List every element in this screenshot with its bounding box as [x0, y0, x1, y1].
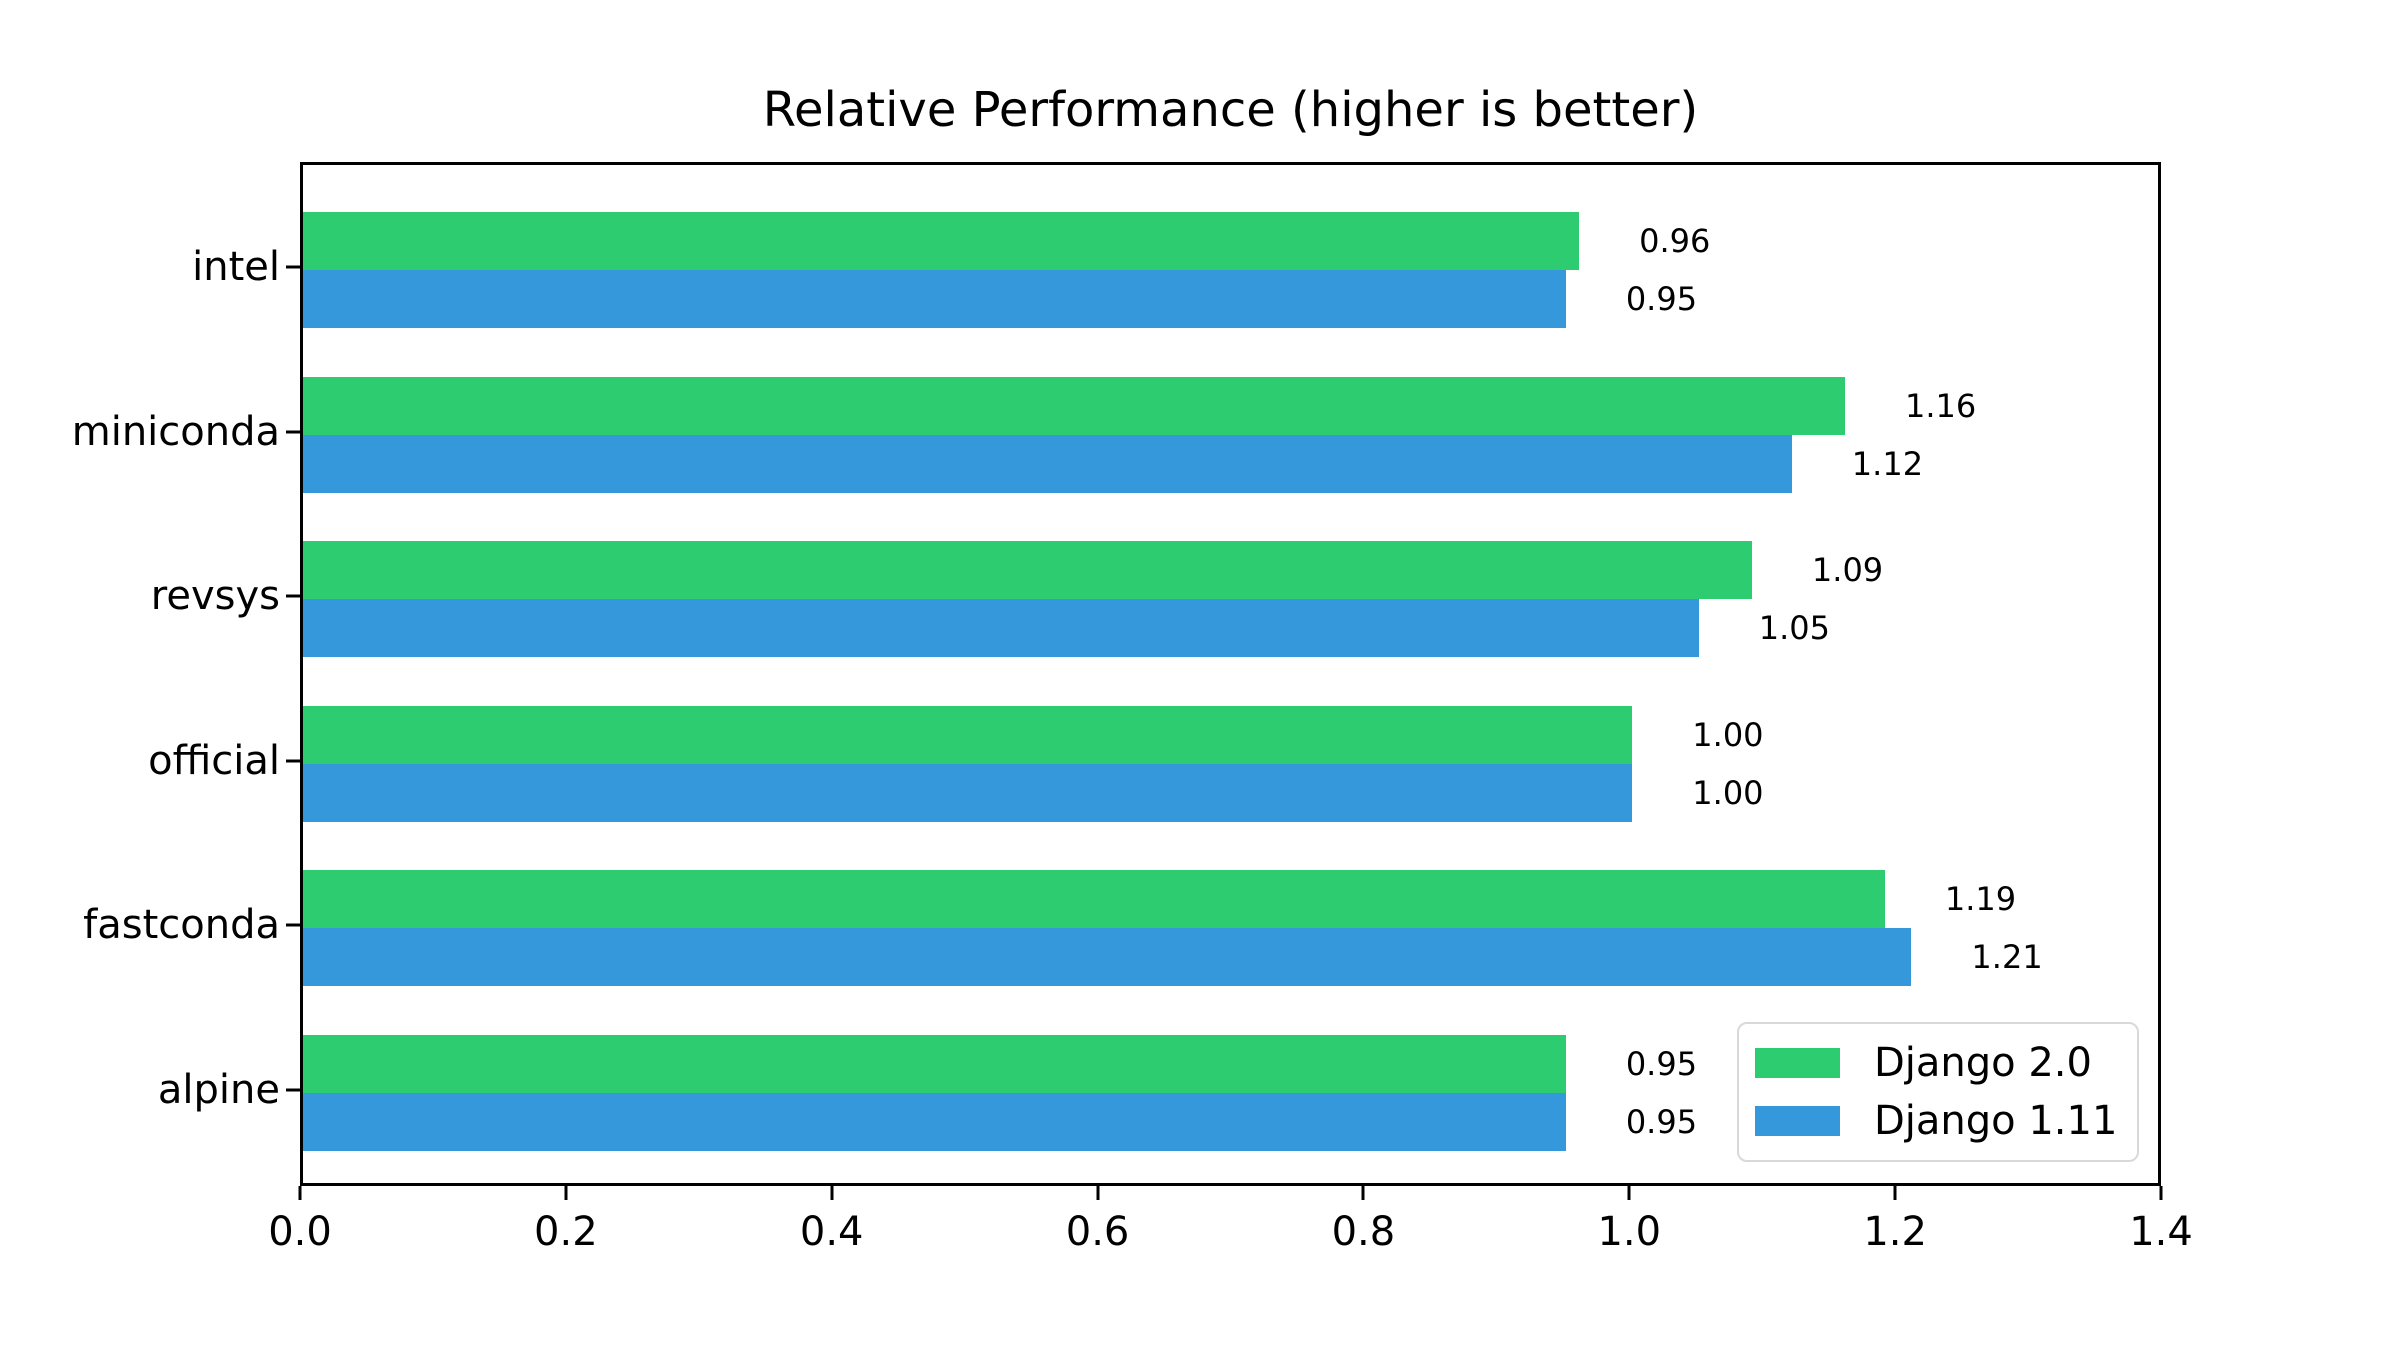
y-tick-miniconda	[286, 430, 300, 434]
bar-django-1-11-revsys	[303, 599, 1699, 658]
bar-value-label-django-1-11-official: 1.00	[1692, 773, 1764, 812]
bar-django-1-11-fastconda	[303, 928, 1912, 987]
bar-value-label-django-1-11-revsys: 1.05	[1758, 609, 1830, 648]
x-tick-0-4	[830, 1186, 834, 1200]
x-tick-0-0	[298, 1186, 302, 1200]
x-tick-1-2	[1893, 1186, 1897, 1200]
y-tick-label-revsys: revsys	[150, 573, 280, 620]
legend-item-django-1-11: Django 1.11	[1755, 1101, 2137, 1141]
x-tick-label-0-4: 0.4	[799, 1209, 864, 1255]
x-tick-label-0-8: 0.8	[1331, 1209, 1396, 1255]
legend-swatch-django-1-11	[1755, 1106, 1840, 1136]
bar-value-label-django-1-11-alpine: 0.95	[1625, 1103, 1698, 1141]
chart-title: Relative Performance (higher is better)	[762, 82, 1699, 138]
bar-value-label-django-2-0-fastconda: 1.19	[1944, 880, 2017, 919]
bar-value-label-django-2-0-official: 1.00	[1692, 715, 1764, 754]
bar-value-label-django-1-11-fastconda: 1.21	[1971, 938, 2043, 977]
bar-value-label-django-2-0-intel: 0.96	[1639, 222, 1711, 260]
y-tick-label-fastconda: fastconda	[83, 902, 280, 949]
bar-value-label-django-2-0-alpine: 0.95	[1625, 1045, 1698, 1083]
legend-label-django-1-11: Django 1.11	[1874, 1098, 2118, 1144]
bar-value-label-django-1-11-intel: 0.95	[1625, 280, 1698, 318]
x-tick-0-8	[1361, 1186, 1365, 1200]
x-tick-0-6	[1096, 1186, 1100, 1200]
bar-django-2-0-official	[303, 705, 1633, 764]
bar-value-label-django-1-11-miniconda: 1.12	[1851, 444, 1924, 483]
bar-django-2-0-revsys	[303, 541, 1752, 600]
x-tick-1-0	[1627, 1186, 1631, 1200]
y-tick-official	[286, 759, 300, 763]
x-tick-label-0-2: 0.2	[534, 1209, 598, 1255]
legend-label-django-2-0: Django 2.0	[1874, 1040, 2092, 1086]
x-tick-0-2	[564, 1186, 568, 1200]
x-tick-1-4	[2159, 1186, 2163, 1200]
y-tick-label-alpine: alpine	[157, 1067, 280, 1113]
y-tick-label-official: official	[148, 737, 280, 784]
y-tick-revsys	[286, 594, 300, 598]
bar-django-2-0-intel	[303, 212, 1580, 270]
y-tick-label-miniconda: miniconda	[71, 408, 280, 455]
legend: Django 2.0 Django 1.11	[1737, 1022, 2139, 1162]
y-tick-fastconda	[286, 923, 300, 927]
bar-django-1-11-official	[303, 763, 1633, 822]
bar-django-2-0-alpine	[303, 1035, 1566, 1093]
bar-django-1-11-intel	[303, 270, 1566, 328]
x-tick-label-0-0: 0.0	[268, 1209, 332, 1255]
bar-django-2-0-miniconda	[303, 376, 1845, 435]
y-tick-label-intel: intel	[192, 244, 280, 290]
plot-area: 0.96 0.95 1.16 1.12 1.09 1.05 1.00 1.00 1.19 1.21…	[300, 162, 2161, 1186]
y-tick-alpine	[286, 1088, 300, 1092]
x-tick-label-0-6: 0.6	[1065, 1209, 1130, 1255]
x-tick-label-1-4: 1.4	[2129, 1209, 2193, 1255]
bar-django-1-11-miniconda	[303, 434, 1792, 493]
legend-item-django-2-0: Django 2.0	[1755, 1043, 2137, 1083]
x-tick-label-1-0: 1.0	[1597, 1209, 1662, 1255]
legend-swatch-django-2-0	[1755, 1048, 1840, 1078]
bar-value-label-django-2-0-miniconda: 1.16	[1904, 386, 1977, 425]
x-tick-label-1-2: 1.2	[1863, 1209, 1927, 1255]
bar-django-1-11-alpine	[303, 1093, 1566, 1151]
bar-django-2-0-fastconda	[303, 870, 1885, 929]
bar-value-label-django-2-0-revsys: 1.09	[1811, 551, 1884, 590]
y-tick-intel	[286, 265, 300, 269]
